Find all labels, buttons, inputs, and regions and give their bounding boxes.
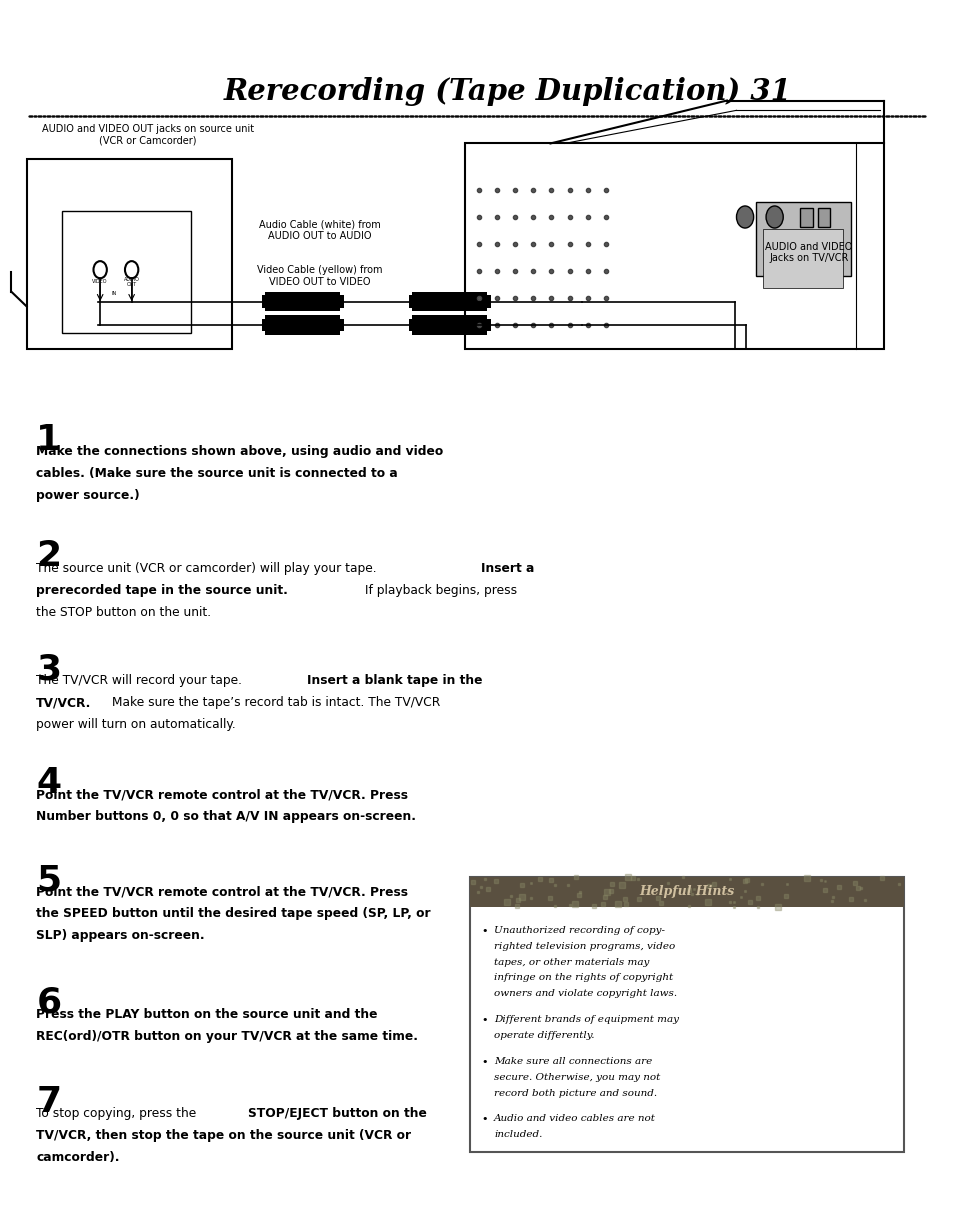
Text: Make the connections shown above, using audio and video: Make the connections shown above, using … (36, 445, 443, 459)
Bar (817, 208, 829, 227)
Text: Different brands of equipment may: Different brands of equipment may (494, 1015, 679, 1024)
Text: Audio and video cables are not: Audio and video cables are not (494, 1114, 656, 1123)
Text: Video Cable (yellow) from
VIDEO OUT to VIDEO: Video Cable (yellow) from VIDEO OUT to V… (256, 265, 382, 287)
Text: •: • (481, 1057, 488, 1067)
Text: Insert a blank tape in the: Insert a blank tape in the (307, 674, 482, 688)
Circle shape (93, 261, 107, 278)
Text: •: • (481, 1015, 488, 1025)
Text: The source unit (VCR or camcorder) will play your tape.: The source unit (VCR or camcorder) will … (36, 562, 380, 575)
Bar (800, 208, 812, 227)
Text: If playback begins, press: If playback begins, press (361, 584, 517, 597)
Bar (412, 315, 486, 335)
Bar (486, 295, 491, 308)
Bar (409, 295, 414, 308)
Text: REC(ord)/OTR button on your TV/VCR at the same time.: REC(ord)/OTR button on your TV/VCR at th… (36, 1030, 417, 1043)
Circle shape (736, 206, 753, 228)
Text: infringe on the rights of copyright: infringe on the rights of copyright (494, 973, 673, 982)
Text: power source.): power source.) (36, 489, 140, 503)
Text: 7: 7 (36, 1085, 61, 1119)
Text: owners and violate copyright laws.: owners and violate copyright laws. (494, 989, 677, 998)
Text: power will turn on automatically.: power will turn on automatically. (36, 718, 235, 732)
Text: To stop copying, press the: To stop copying, press the (36, 1107, 200, 1121)
Text: righted television programs, video: righted television programs, video (494, 942, 675, 950)
Circle shape (125, 261, 138, 278)
Text: cables. (Make sure the source unit is connected to a: cables. (Make sure the source unit is co… (36, 467, 397, 481)
Text: •: • (481, 926, 488, 935)
Text: Copying will begin.: Copying will begin. (529, 1030, 648, 1043)
Text: AUDIO and VIDEO
Jacks on TV/VCR: AUDIO and VIDEO Jacks on TV/VCR (764, 242, 852, 264)
Text: camcorder).: camcorder). (36, 1151, 120, 1165)
Text: IN: IN (112, 291, 117, 295)
Text: TV/VCR, then stop the tape on the source unit (VCR or: TV/VCR, then stop the tape on the source… (36, 1129, 411, 1143)
Text: •: • (481, 1114, 488, 1124)
Bar (339, 295, 344, 308)
Text: Point the TV/VCR remote control at the TV/VCR. Press: Point the TV/VCR remote control at the T… (36, 788, 408, 802)
Text: 6: 6 (36, 986, 61, 1020)
Bar (470, 877, 903, 907)
Bar (265, 292, 339, 311)
Text: Insert a: Insert a (480, 562, 534, 575)
Text: AUDIO and VIDEO OUT jacks on source unit
(VCR or Camcorder): AUDIO and VIDEO OUT jacks on source unit… (42, 124, 253, 146)
Bar (464, 143, 883, 349)
Text: Number buttons 0, 0 so that A/V IN appears on-screen.: Number buttons 0, 0 so that A/V IN appea… (36, 810, 416, 824)
Bar (755, 202, 850, 276)
Text: Helpful Hints: Helpful Hints (639, 885, 734, 899)
Circle shape (765, 206, 782, 228)
Text: STOP/EJECT button on the: STOP/EJECT button on the (248, 1107, 426, 1121)
Text: Unauthorized recording of copy-: Unauthorized recording of copy- (494, 926, 664, 934)
Bar (62, 211, 191, 333)
Bar (762, 229, 842, 288)
Text: Make sure all connections are: Make sure all connections are (494, 1057, 652, 1065)
Text: Audio Cable (white) from
AUDIO OUT to AUDIO: Audio Cable (white) from AUDIO OUT to AU… (258, 219, 380, 242)
Text: Rerecording (Tape Duplication) 31: Rerecording (Tape Duplication) 31 (224, 77, 791, 107)
Text: Make sure the tape’s record tab is intact. The TV/VCR: Make sure the tape’s record tab is intac… (108, 696, 439, 710)
Text: tapes, or other materials may: tapes, or other materials may (494, 958, 649, 966)
Text: AUDIO
OUT: AUDIO OUT (124, 277, 139, 287)
Text: 1: 1 (36, 423, 61, 457)
Bar (412, 292, 486, 311)
Text: secure. Otherwise, you may not: secure. Otherwise, you may not (494, 1073, 659, 1081)
Text: 4: 4 (36, 766, 61, 801)
Text: Press the PLAY button on the source unit and the: Press the PLAY button on the source unit… (36, 1008, 377, 1021)
Text: The TV/VCR will record your tape.: The TV/VCR will record your tape. (36, 674, 246, 688)
Text: SLP) appears on-screen.: SLP) appears on-screen. (36, 929, 205, 943)
Bar (409, 319, 414, 331)
Text: 3: 3 (36, 652, 61, 687)
Bar (262, 295, 267, 308)
Text: included.: included. (494, 1130, 542, 1139)
Text: 5: 5 (36, 863, 61, 897)
Bar (27, 159, 232, 349)
Text: Point the TV/VCR remote control at the TV/VCR. Press: Point the TV/VCR remote control at the T… (36, 885, 408, 899)
Text: VIDEO: VIDEO (92, 280, 108, 284)
Bar (265, 315, 339, 335)
Text: 2: 2 (36, 539, 61, 574)
Text: prerecorded tape in the source unit.: prerecorded tape in the source unit. (36, 584, 288, 597)
Bar (262, 319, 267, 331)
Bar (339, 319, 344, 331)
Text: the STOP button on the unit.: the STOP button on the unit. (36, 606, 212, 619)
Text: record both picture and sound.: record both picture and sound. (494, 1089, 657, 1097)
Text: the SPEED button until the desired tape speed (SP, LP, or: the SPEED button until the desired tape … (36, 907, 431, 921)
Bar (486, 319, 491, 331)
Bar (470, 877, 903, 1152)
Text: TV/VCR.: TV/VCR. (36, 696, 91, 710)
Text: operate differently.: operate differently. (494, 1031, 594, 1040)
